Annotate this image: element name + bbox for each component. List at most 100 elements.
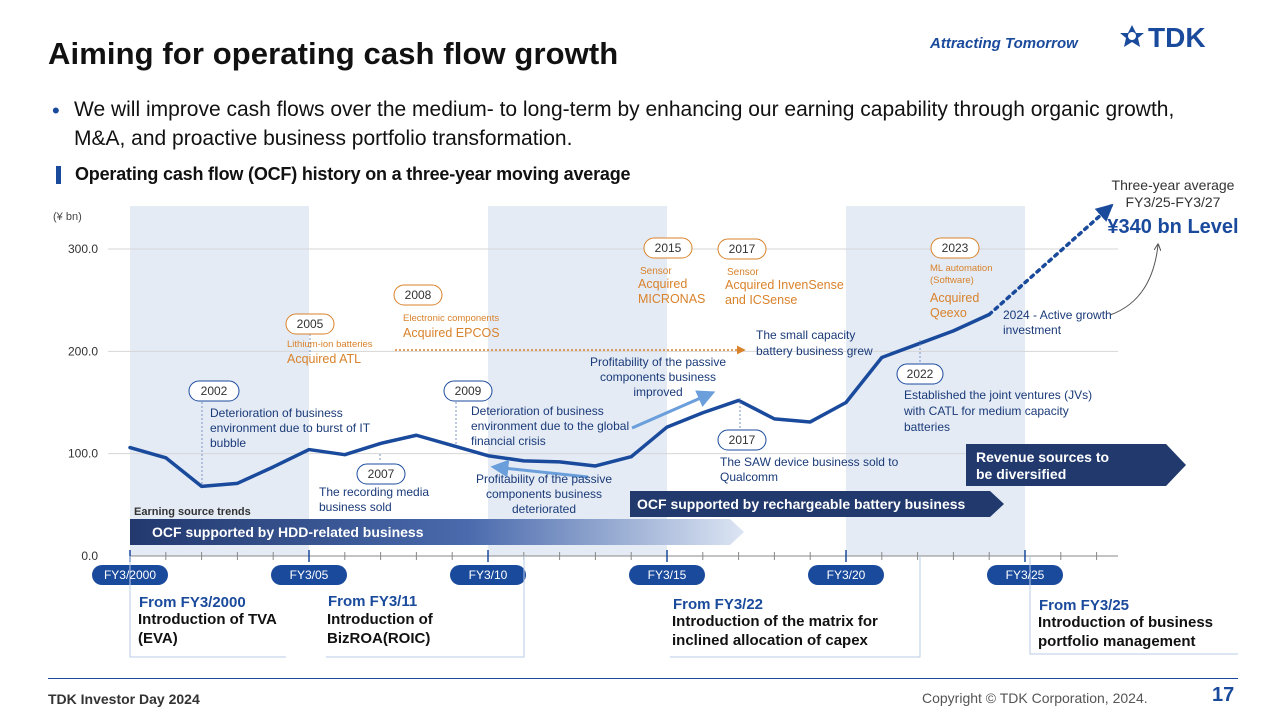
ocf-point: [773, 417, 776, 421]
ocf-point: [737, 399, 740, 402]
milestone-1: From FY3/2000 Introduction of TVA (EVA): [138, 594, 277, 647]
diversified-band: [966, 444, 1186, 486]
event-2017-saw-text: The SAW device business sold to Qualcomm: [720, 455, 899, 484]
ocf-point: [916, 342, 919, 346]
ocf-point: [952, 329, 955, 333]
x-tick-label: FY3/05: [290, 568, 329, 582]
svg-text:2015: 2015: [655, 241, 682, 255]
ocf-point: [164, 456, 167, 459]
event-2005: 2005 Lithium-ion batteries Acquired ATL: [285, 313, 373, 366]
x-tick-pill: [450, 565, 526, 585]
battery-band-label: OCF supported by rechargeable battery bu…: [637, 496, 966, 512]
svg-text:Lithium-ion batteries: Lithium-ion batteries: [287, 339, 373, 350]
milestone-3-text: Introduction of the matrix for inclined …: [672, 613, 878, 649]
event-2007-recording: 2007 The recording media business sold: [319, 463, 430, 514]
bullet-text: We will improve cash flows over the medi…: [74, 98, 1175, 150]
x-tick-pill: [271, 565, 347, 585]
hdd-band: [130, 519, 744, 545]
ocf-point: [522, 459, 525, 463]
svg-text:2002: 2002: [201, 384, 228, 398]
milestone-2: From FY3/11 Introduction of BizROA(ROIC): [327, 593, 433, 647]
svg-text:2009: 2009: [455, 384, 482, 398]
svg-text:Sensor: Sensor: [727, 267, 759, 278]
svg-text:2007: 2007: [368, 467, 395, 481]
svg-text:2017: 2017: [729, 242, 756, 256]
event-2023-category: ML automation (Software): [930, 263, 993, 286]
logo-text: TDK: [1148, 22, 1206, 52]
ocf-point: [379, 442, 382, 445]
bullet-marker: •: [52, 98, 60, 123]
tagline: Attracting Tomorrow: [930, 35, 1078, 52]
passive-down-text: Profitability of the passive components …: [475, 472, 613, 516]
milestone-2-text: Introduction of BizROA(ROIC): [327, 611, 433, 647]
milestone-4-text: Introduction of business portfolio manag…: [1038, 614, 1213, 650]
milestone-1-text: Introduction of TVA (EVA): [138, 611, 277, 647]
ocf-point: [343, 453, 346, 456]
page-number: 17: [1212, 684, 1235, 706]
event-guides: [201, 334, 921, 484]
x-tick-pill: [987, 565, 1063, 585]
svg-text:Acquired ATL: Acquired ATL: [287, 352, 361, 366]
subtitle-marker: [56, 166, 61, 184]
ocf-point: [451, 444, 454, 447]
svg-text:2023: 2023: [942, 241, 969, 255]
svg-text:Acquired EPCOS: Acquired EPCOS: [403, 326, 500, 340]
chart-subtitle: Operating cash flow (OCF) history on a t…: [75, 164, 631, 184]
passive-down-arrow: [490, 459, 589, 479]
svg-text:From FY3/25: From FY3/25: [1039, 597, 1129, 614]
ocf-point: [665, 425, 669, 429]
ocf-point: [880, 356, 883, 359]
logo-emblem-icon: [1120, 25, 1144, 47]
projection-label-line1: Three-year average: [1112, 177, 1235, 193]
ocf-point: [128, 446, 132, 449]
svg-text:From FY3/22: From FY3/22: [673, 596, 763, 613]
event-2009-text: Deterioration of business environment du…: [471, 404, 630, 448]
passive-up-arrow: [631, 390, 716, 430]
ocf-point: [415, 434, 418, 437]
x-tick-label: FY3/15: [648, 568, 687, 582]
milestone-4: From FY3/25 Introduction of business por…: [1038, 597, 1213, 650]
diversified-band-line2: be diversified: [976, 466, 1066, 482]
battery-band: [630, 491, 1004, 517]
milestone-3: From FY3/22 Introduction of the matrix f…: [672, 596, 878, 649]
diversified-band-line1: Revenue sources to: [976, 449, 1109, 465]
svg-text:From FY3/11: From FY3/11: [328, 593, 417, 610]
footer-copyright: Copyright © TDK Corporation, 2024.: [922, 690, 1148, 706]
x-tick-label: FY3/10: [469, 568, 508, 582]
tdk-logo: TDK: [1120, 22, 1206, 52]
y-tick-label: 300.0: [68, 242, 98, 256]
projection-line: [987, 203, 1114, 317]
ocf-point: [594, 464, 597, 468]
page-title: Aiming for operating cash flow growth: [48, 36, 619, 71]
svg-text:From FY3/2000: From FY3/2000: [139, 594, 246, 611]
event-2022-text: Established the joint ventures (JVs) wit…: [904, 388, 1093, 434]
ocf-point: [630, 455, 633, 458]
projection-label-line2: FY3/25-FY3/27: [1126, 194, 1221, 210]
milestones: [129, 556, 1238, 658]
svg-text:2022: 2022: [907, 367, 934, 381]
passive-up-text: Profitability of the passive components …: [589, 355, 727, 399]
event-2002-text: Deterioration of business environment du…: [210, 406, 370, 450]
event-2008: 2008 Electronic components Acquired EPCO…: [393, 284, 746, 355]
event-2017-saw: 2017 The SAW device business sold to Qua…: [717, 429, 899, 484]
x-tick-pill: [629, 565, 705, 585]
ocf-point: [200, 485, 203, 488]
svg-text:2017: 2017: [729, 433, 756, 447]
event-2007-text: The recording media business sold: [319, 485, 430, 514]
event-2022: 2022 Established the joint ventures (JVs…: [896, 363, 1093, 434]
ocf-point: [486, 454, 490, 457]
ocf-point: [307, 448, 311, 451]
event-2002: 2002 Deterioration of business environme…: [188, 380, 370, 450]
event-2017-invensense: 2017 Sensor Acquired InvenSense and ICSe…: [717, 238, 844, 307]
ocf-point: [236, 482, 239, 485]
y-tick-label: 100.0: [68, 447, 98, 461]
svg-text:Sensor: Sensor: [640, 266, 672, 277]
footer-event: TDK Investor Day 2024: [48, 691, 200, 707]
x-tick-label: FY3/20: [827, 568, 866, 582]
projection-callout-arrow: [1109, 245, 1158, 316]
x-tick-pill: [808, 565, 884, 585]
event-2009: 2009 Deterioration of business environme…: [443, 380, 630, 448]
ocf-point: [809, 420, 812, 424]
svg-text:Electronic components: Electronic components: [403, 313, 499, 324]
